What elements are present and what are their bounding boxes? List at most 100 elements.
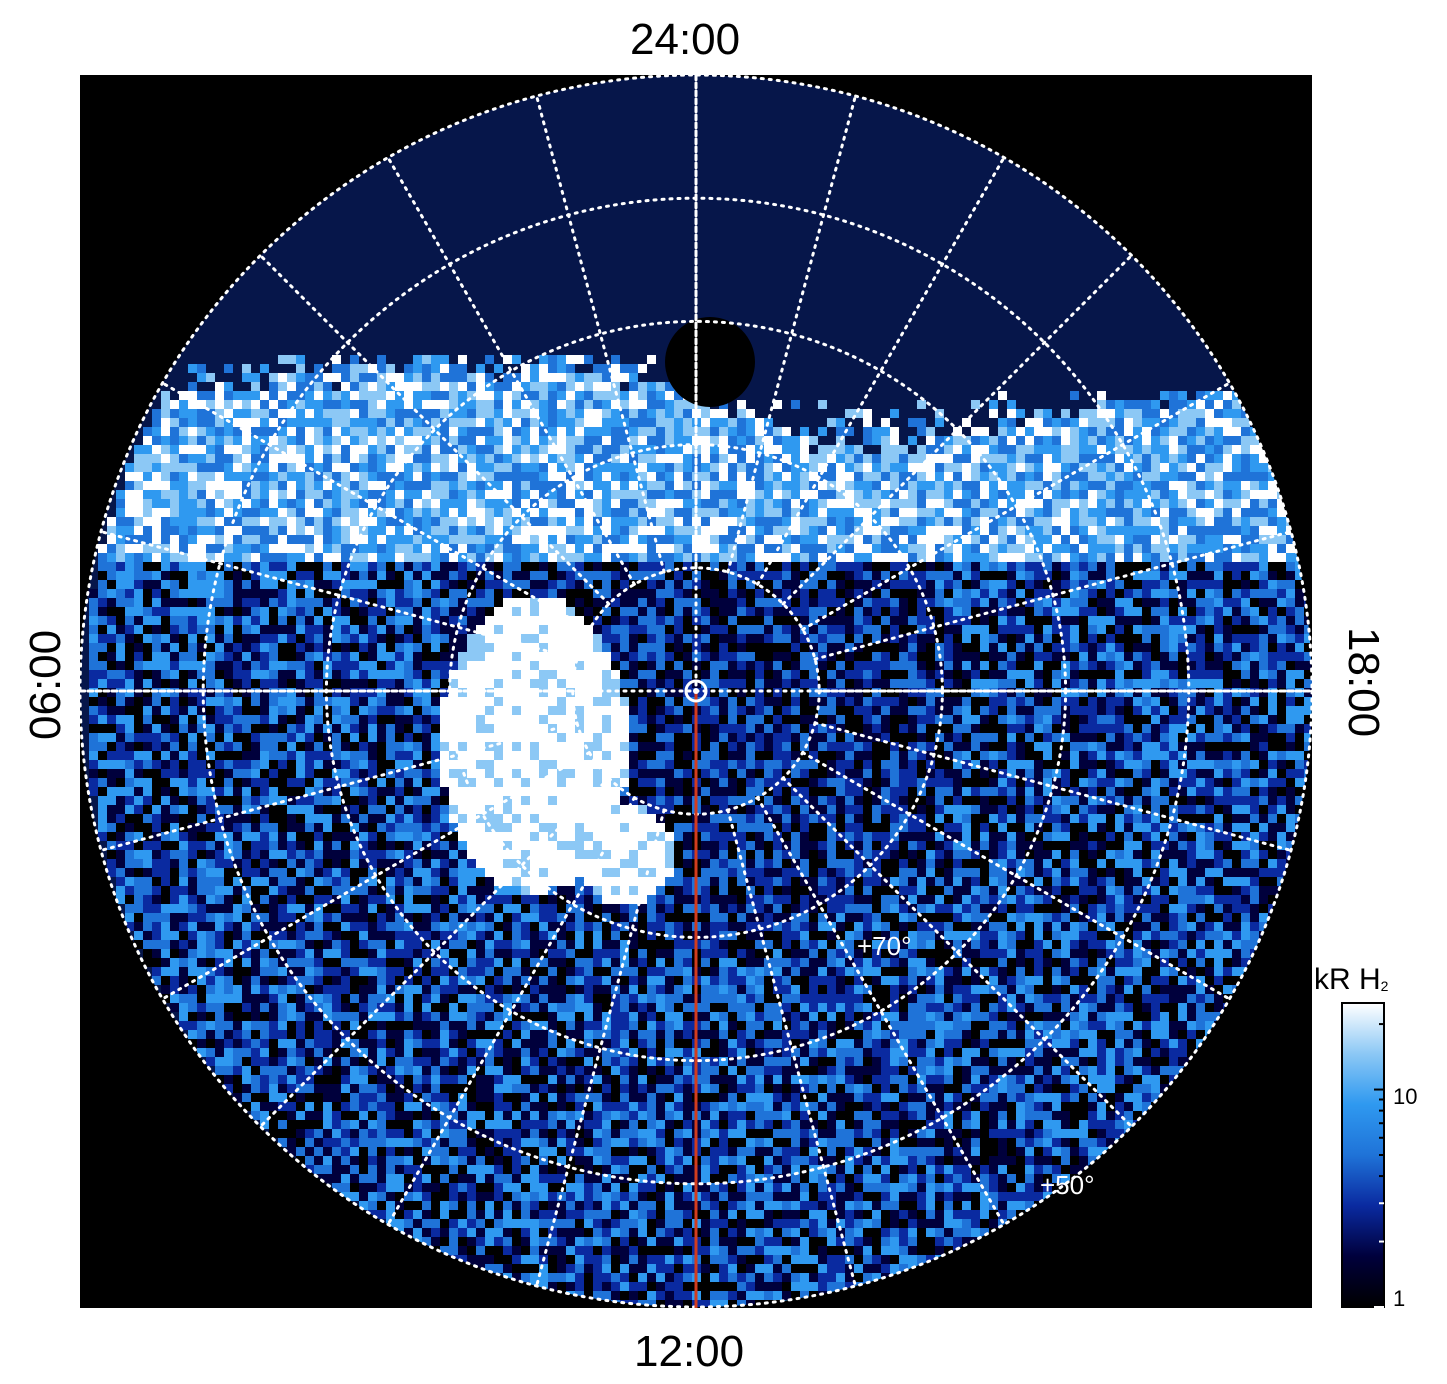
emission-cell <box>1106 445 1115 454</box>
emission-cell <box>638 697 647 706</box>
emission-cell <box>1079 454 1088 463</box>
emission-cell <box>179 427 188 436</box>
emission-cell <box>647 634 656 643</box>
emission-cell <box>548 562 557 571</box>
emission-cell <box>521 598 530 607</box>
emission-cell <box>269 679 278 688</box>
emission-cell <box>584 472 593 481</box>
emission-cell <box>944 517 953 526</box>
emission-cell <box>584 373 593 382</box>
emission-cell <box>971 508 980 517</box>
emission-cell <box>737 670 746 679</box>
emission-cell <box>143 652 152 661</box>
emission-cell <box>548 472 557 481</box>
emission-cell <box>1106 499 1115 508</box>
emission-cell <box>89 715 98 724</box>
emission-cell <box>1097 652 1106 661</box>
emission-cell <box>575 436 584 445</box>
emission-cell <box>989 652 998 661</box>
emission-cell <box>854 724 863 733</box>
emission-cell <box>620 589 629 598</box>
emission-cell <box>449 580 458 589</box>
emission-cell <box>449 688 458 697</box>
emission-cell <box>755 481 764 490</box>
emission-cell <box>719 607 728 616</box>
emission-cell <box>116 616 125 625</box>
emission-cell <box>359 418 368 427</box>
emission-cell <box>350 634 359 643</box>
emission-cell <box>701 499 710 508</box>
emission-cell <box>476 589 485 598</box>
emission-cell <box>503 634 512 643</box>
emission-cell <box>629 562 638 571</box>
emission-cell <box>1232 715 1241 724</box>
emission-cell <box>710 652 719 661</box>
emission-cell <box>548 535 557 544</box>
emission-cell <box>620 490 629 499</box>
emission-cell <box>278 355 287 364</box>
emission-cell <box>287 607 296 616</box>
emission-cell <box>512 580 521 589</box>
emission-cell <box>746 670 755 679</box>
emission-cell <box>107 571 116 580</box>
emission-cell <box>350 562 359 571</box>
emission-cell <box>332 418 341 427</box>
emission-cell <box>188 571 197 580</box>
emission-cell <box>737 427 746 436</box>
emission-cell <box>323 526 332 535</box>
emission-cell <box>1214 391 1223 400</box>
emission-cell <box>926 598 935 607</box>
emission-cell <box>584 463 593 472</box>
emission-cell <box>296 400 305 409</box>
emission-cell <box>1061 427 1070 436</box>
emission-cell <box>629 481 638 490</box>
emission-cell <box>1205 391 1214 400</box>
emission-cell <box>1295 589 1304 598</box>
emission-cell <box>134 472 143 481</box>
emission-cell <box>1223 589 1232 598</box>
emission-cell <box>674 697 683 706</box>
emission-cell <box>917 652 926 661</box>
emission-cell <box>305 454 314 463</box>
emission-cell <box>134 670 143 679</box>
emission-cell <box>422 589 431 598</box>
emission-cell <box>314 607 323 616</box>
emission-cell <box>1223 481 1232 490</box>
emission-cell <box>1025 436 1034 445</box>
emission-cell <box>548 598 557 607</box>
emission-cell <box>314 634 323 643</box>
emission-cell <box>998 607 1007 616</box>
emission-cell <box>260 427 269 436</box>
emission-cell <box>1178 643 1187 652</box>
emission-cell <box>521 553 530 562</box>
emission-cell <box>728 436 737 445</box>
emission-cell <box>215 679 224 688</box>
emission-cell <box>1241 661 1250 670</box>
emission-cell <box>278 481 287 490</box>
emission-cell <box>449 706 458 715</box>
emission-cell <box>620 445 629 454</box>
emission-cell <box>188 634 197 643</box>
emission-cell <box>1043 724 1052 733</box>
emission-cell <box>557 517 566 526</box>
emission-cell <box>449 499 458 508</box>
emission-cell <box>359 544 368 553</box>
emission-cell <box>701 616 710 625</box>
emission-cell <box>134 517 143 526</box>
emission-cell <box>980 562 989 571</box>
emission-cell <box>665 499 674 508</box>
emission-cell <box>395 661 404 670</box>
emission-cell <box>125 670 134 679</box>
emission-cell <box>548 589 557 598</box>
emission-cell <box>1133 499 1142 508</box>
emission-cell <box>557 544 566 553</box>
emission-cell <box>1115 445 1124 454</box>
emission-cell <box>1259 526 1268 535</box>
emission-cell <box>971 652 980 661</box>
emission-cell <box>332 643 341 652</box>
emission-cell <box>476 364 485 373</box>
emission-cell <box>710 607 719 616</box>
emission-cell <box>1034 697 1043 706</box>
emission-cell <box>566 391 575 400</box>
emission-cell <box>656 598 665 607</box>
